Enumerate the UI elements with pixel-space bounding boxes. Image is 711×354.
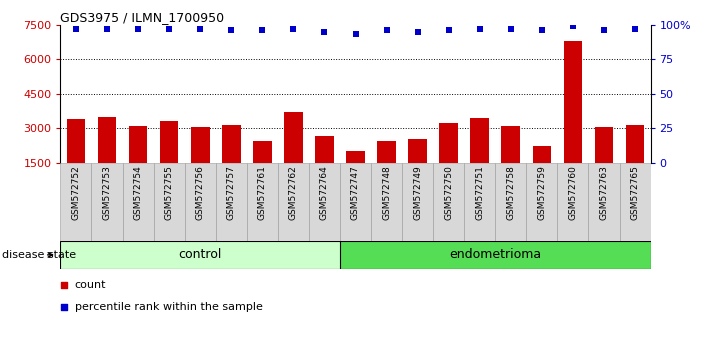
Bar	[408, 139, 427, 163]
Text: disease state: disease state	[2, 250, 76, 260]
Text: count: count	[75, 280, 106, 290]
Point	[412, 29, 423, 35]
Bar	[340, 163, 371, 241]
Text: GSM572761: GSM572761	[258, 165, 267, 220]
Text: GSM572760: GSM572760	[568, 165, 577, 220]
Bar	[215, 163, 247, 241]
Bar	[371, 163, 402, 241]
Point	[70, 26, 82, 32]
Bar	[160, 121, 178, 163]
Text: GSM572764: GSM572764	[320, 165, 329, 220]
Point	[474, 26, 486, 32]
Point	[381, 28, 392, 33]
Point	[536, 28, 547, 33]
Point	[288, 26, 299, 32]
Bar	[97, 117, 117, 163]
Bar	[471, 118, 489, 163]
Bar	[222, 125, 240, 163]
Point	[629, 26, 641, 32]
Bar	[589, 163, 619, 241]
Bar	[402, 163, 433, 241]
Bar	[253, 141, 272, 163]
Bar	[315, 136, 333, 163]
Bar	[185, 163, 215, 241]
Bar	[122, 163, 154, 241]
Text: GSM572754: GSM572754	[134, 165, 143, 220]
Bar	[154, 163, 185, 241]
Text: GDS3975 / ILMN_1700950: GDS3975 / ILMN_1700950	[60, 11, 225, 24]
Text: GSM572748: GSM572748	[382, 165, 391, 220]
Point	[195, 26, 206, 32]
Bar	[284, 112, 303, 163]
Bar	[557, 163, 589, 241]
Text: percentile rank within the sample: percentile rank within the sample	[75, 302, 262, 312]
Bar	[464, 163, 496, 241]
Text: GSM572762: GSM572762	[289, 165, 298, 220]
Bar	[526, 163, 557, 241]
Bar	[60, 241, 340, 269]
Bar	[626, 125, 644, 163]
Point	[567, 23, 579, 29]
Bar	[340, 241, 651, 269]
Bar	[60, 163, 92, 241]
Text: GSM572750: GSM572750	[444, 165, 453, 220]
Text: GSM572758: GSM572758	[506, 165, 515, 220]
Text: GSM572757: GSM572757	[227, 165, 236, 220]
Bar	[496, 163, 526, 241]
Bar	[378, 141, 396, 163]
Point	[319, 29, 330, 35]
Bar	[247, 163, 278, 241]
Bar	[439, 122, 458, 163]
Bar	[433, 163, 464, 241]
Bar	[346, 152, 365, 163]
Bar	[619, 163, 651, 241]
Bar	[309, 163, 340, 241]
Text: GSM572749: GSM572749	[413, 165, 422, 220]
Point	[225, 28, 237, 33]
Bar	[67, 119, 85, 163]
Text: GSM572753: GSM572753	[102, 165, 112, 220]
Bar	[594, 127, 614, 163]
Point	[598, 28, 609, 33]
Bar	[92, 163, 122, 241]
Text: GSM572755: GSM572755	[165, 165, 173, 220]
Bar	[501, 126, 520, 163]
Text: GSM572752: GSM572752	[72, 165, 80, 220]
Text: GSM572747: GSM572747	[351, 165, 360, 220]
Bar	[278, 163, 309, 241]
Point	[58, 304, 70, 309]
Text: GSM572765: GSM572765	[631, 165, 639, 220]
Point	[257, 28, 268, 33]
Text: GSM572756: GSM572756	[196, 165, 205, 220]
Text: GSM572759: GSM572759	[538, 165, 546, 220]
Text: GSM572751: GSM572751	[475, 165, 484, 220]
Bar	[533, 145, 551, 163]
Text: endometrioma: endometrioma	[449, 249, 541, 261]
Point	[132, 26, 144, 32]
Point	[505, 26, 516, 32]
Point	[58, 282, 70, 288]
Point	[350, 32, 361, 37]
Point	[443, 28, 454, 33]
Bar	[564, 41, 582, 163]
Text: control: control	[178, 249, 222, 261]
Point	[164, 26, 175, 32]
Bar	[191, 127, 210, 163]
Text: GSM572763: GSM572763	[599, 165, 609, 220]
Bar	[129, 126, 147, 163]
Point	[102, 26, 113, 32]
